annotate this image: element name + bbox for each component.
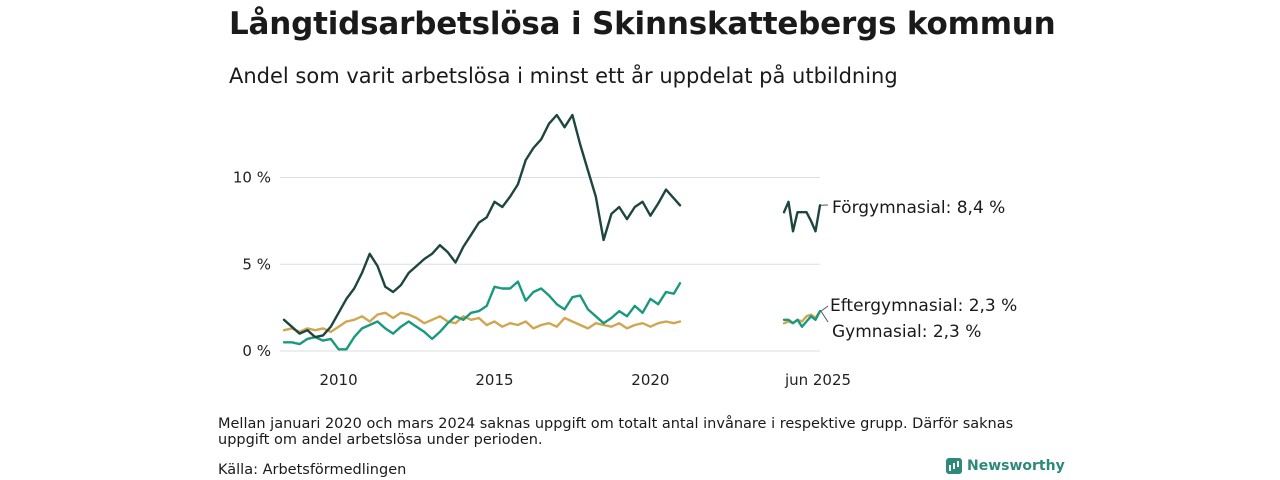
source-text: Källa: Arbetsförmedlingen <box>218 462 407 478</box>
chart-title: Långtidsarbetslösa i Skinnskattebergs ko… <box>229 6 1056 42</box>
bar-chart-icon <box>946 458 962 474</box>
label-leader-line <box>820 310 829 323</box>
gridlines <box>280 177 820 352</box>
y-tick-label: 10 % <box>233 169 271 187</box>
label-leader-line <box>820 305 829 312</box>
series-line-förgymnasial <box>782 200 822 233</box>
chart-note: Mellan januari 2020 och mars 2024 saknas… <box>218 416 1014 448</box>
series-lines <box>282 113 822 351</box>
y-tick-label: 5 % <box>242 255 271 273</box>
series-line-eftergymnasial <box>282 280 682 351</box>
chart-subtitle: Andel som varit arbetslösa i minst ett å… <box>229 64 898 88</box>
series-end-labels: Förgymnasial: 8,4 % Eftergymnasial: 2,3 %… <box>820 198 1017 342</box>
series-end-label-eftergymnasial: Eftergymnasial: 2,3 % <box>830 296 1017 316</box>
x-tick-label: 2010 <box>319 371 357 389</box>
newsworthy-logo[interactable]: Newsworthy <box>946 458 1065 474</box>
brand-name: Newsworthy <box>967 458 1065 474</box>
x-tick-label: 2020 <box>631 371 669 389</box>
x-tick-label-latest: jun 2025 <box>784 371 851 389</box>
series-end-label-förgymnasial: Förgymnasial: 8,4 % <box>832 198 1005 218</box>
series-line-förgymnasial <box>282 113 682 339</box>
x-tick-label: 2015 <box>475 371 513 389</box>
series-line-gymnasial <box>282 311 682 334</box>
series-line-eftergymnasial <box>782 309 822 328</box>
series-end-label-gymnasial: Gymnasial: 2,3 % <box>832 322 981 342</box>
axis-labels: 0 % 5 % 10 % 2010 2015 2020 jun 2025 <box>233 169 851 390</box>
y-tick-label: 0 % <box>242 342 271 360</box>
